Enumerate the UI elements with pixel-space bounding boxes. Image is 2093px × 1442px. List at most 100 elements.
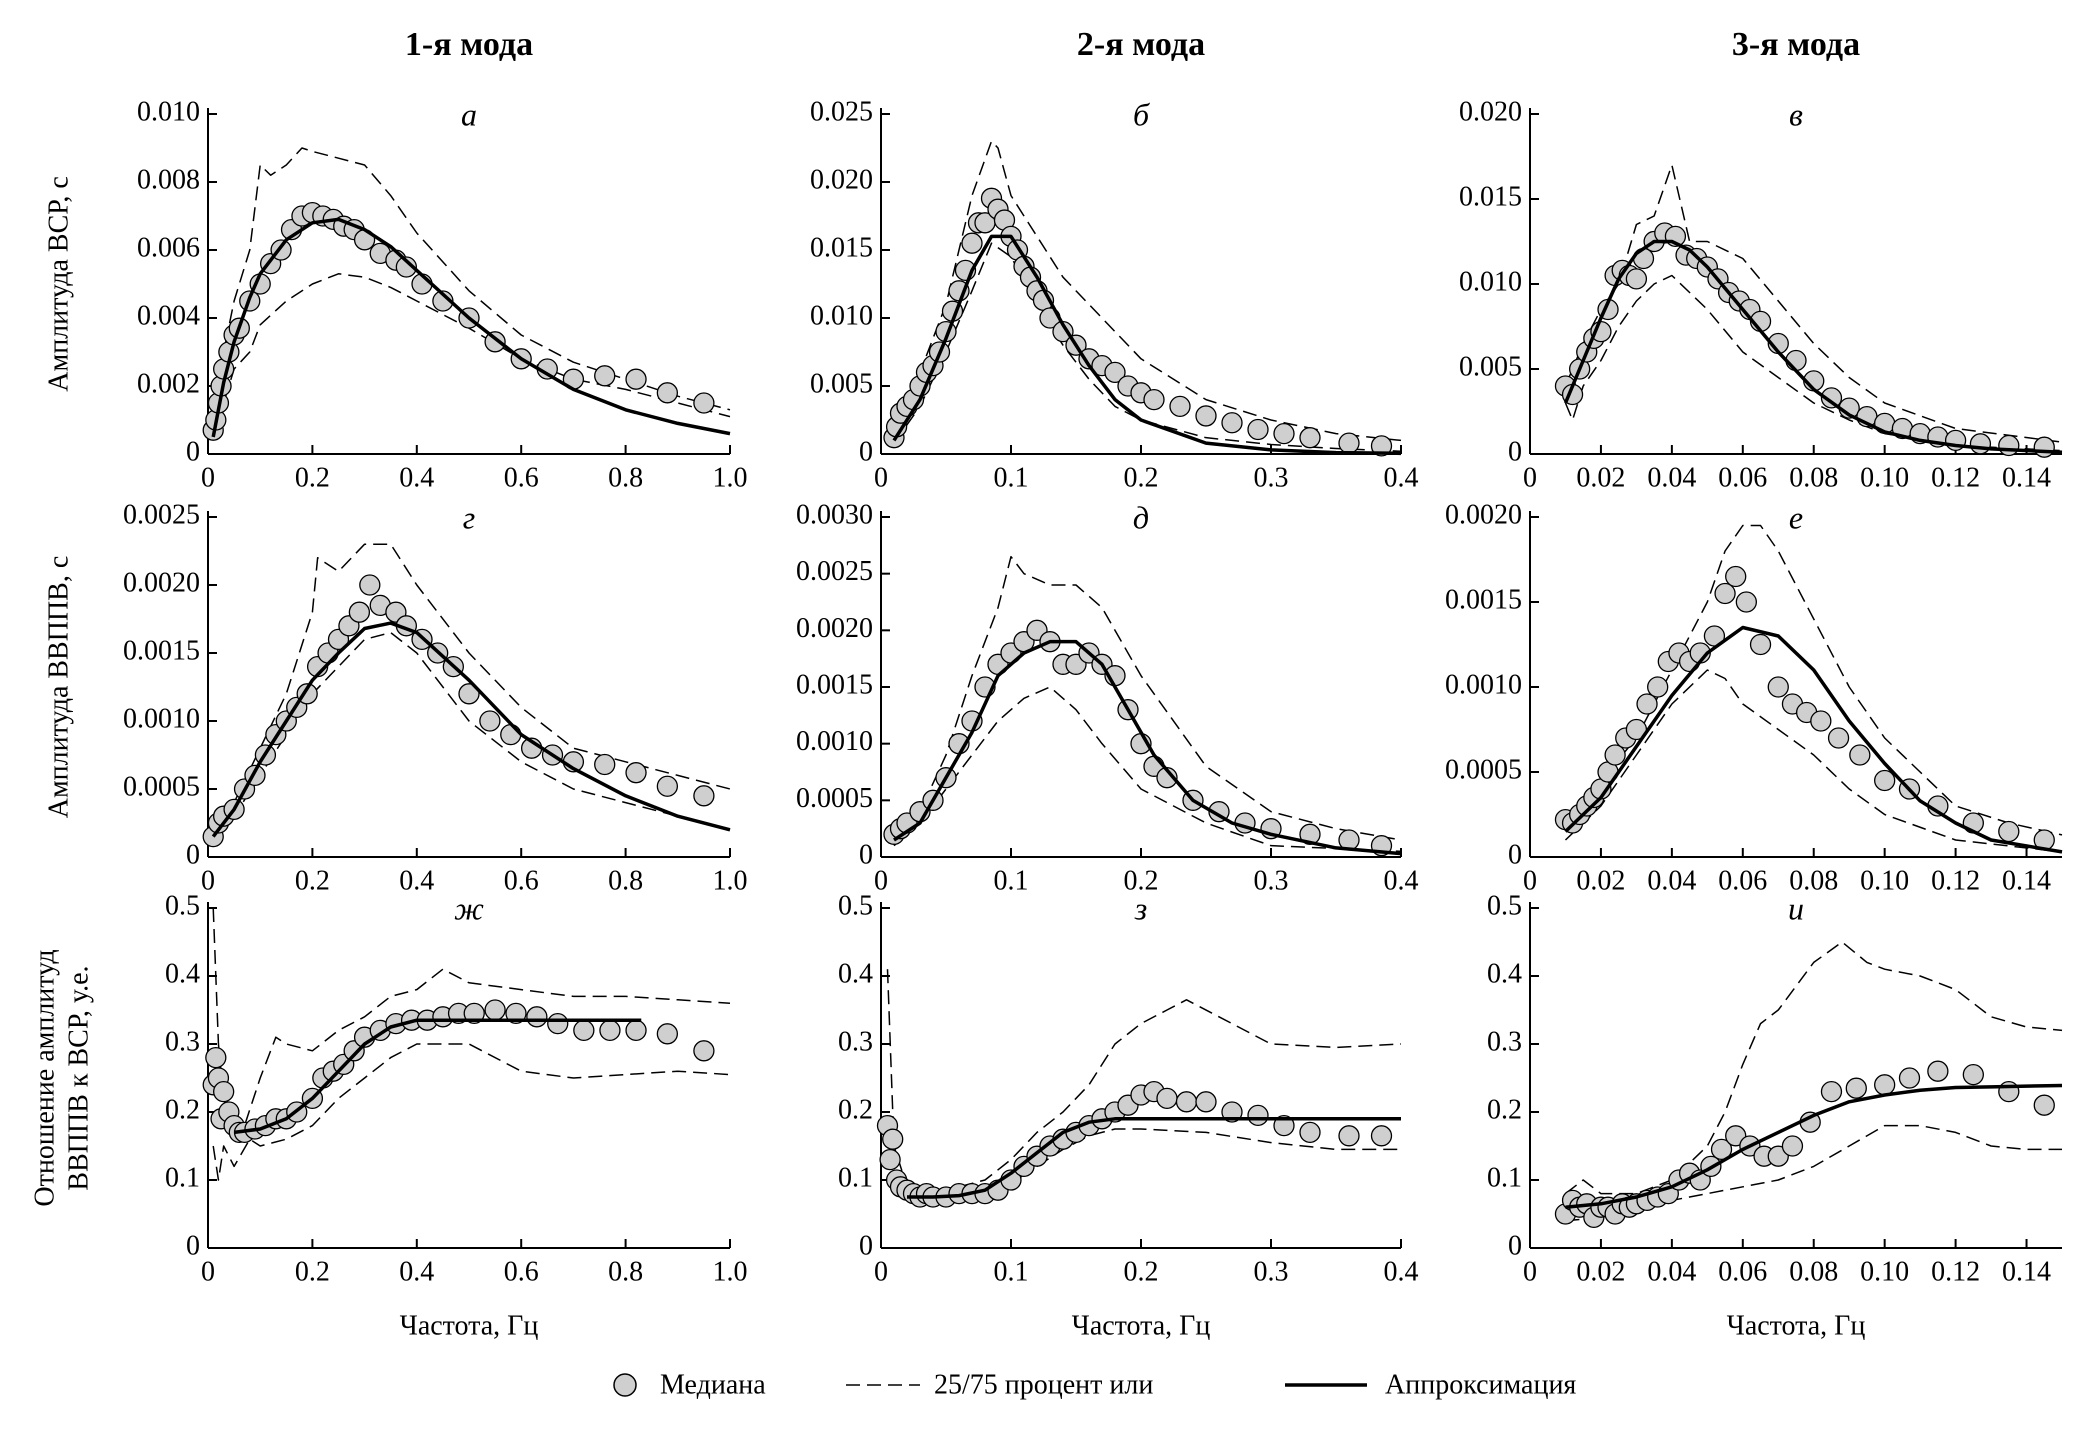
x-tick-label: 0.08	[1789, 462, 1838, 493]
y-tick-label: 0.3	[165, 1026, 200, 1057]
fit-line	[1565, 1083, 2063, 1209]
x-tick-label: 0.06	[1718, 1256, 1767, 1287]
x-tick-label: 0.08	[1789, 1256, 1838, 1287]
percentile-line	[1564, 274, 2063, 452]
x-tick-label: 0.02	[1576, 865, 1625, 896]
y-tick-label: 0.0020	[1445, 499, 1522, 530]
median-point	[1273, 422, 1295, 445]
median-point	[479, 710, 501, 732]
y-tick-label: 0.0015	[1445, 584, 1522, 615]
x-tick-label: 1.0	[713, 1256, 748, 1287]
y-tick-label: 0	[1508, 1230, 1522, 1261]
x-tick-label: 0	[1523, 1256, 1537, 1287]
panel-letter: е	[1789, 499, 1803, 535]
x-tick-label: 0.4	[1384, 1256, 1419, 1287]
median-point	[1299, 1121, 1321, 1144]
x-tick-label: 0	[874, 865, 888, 896]
median-point	[594, 365, 616, 387]
x-tick-label: 0.12	[1931, 462, 1980, 493]
y-tick-label: 0.1	[165, 1162, 200, 1193]
panel-letter: а	[461, 96, 477, 132]
median-point	[1998, 1080, 2020, 1103]
y-axis-label: Амплитуда ВВППВ, с	[43, 556, 74, 819]
x-tick-label: 0.2	[1124, 1256, 1159, 1287]
percentile-line	[886, 969, 1402, 1191]
median-point	[1874, 769, 1896, 792]
median-point	[882, 1128, 904, 1150]
x-tick-label: 0.3	[1254, 462, 1289, 493]
median-point	[599, 1019, 621, 1042]
percentile-line	[212, 1043, 731, 1181]
x-tick-label: 0.1	[994, 462, 1029, 493]
legend-label: 25/75 процент или	[934, 1369, 1153, 1400]
y-tick-label: 0.0015	[123, 635, 200, 666]
median-point	[484, 999, 506, 1021]
median-point	[2033, 1094, 2055, 1116]
panel-letter: б	[1133, 96, 1150, 132]
median-point	[1998, 820, 2020, 843]
median-point	[1175, 1091, 1198, 1113]
median-point	[1785, 349, 1807, 372]
median-point	[1820, 1080, 1843, 1103]
y-tick-label: 0.3	[838, 1026, 873, 1057]
y-tick-label: 0.015	[1459, 181, 1522, 212]
fit-line	[907, 1117, 1401, 1199]
median-point	[693, 785, 715, 807]
median-point	[1898, 1067, 1921, 1089]
y-tick-label: 0	[186, 1230, 200, 1261]
x-tick-label: 0.02	[1576, 1256, 1625, 1287]
median-point	[1735, 591, 1757, 613]
fit-line	[892, 234, 1402, 456]
y-tick-label: 0.004	[137, 300, 200, 331]
median-point	[625, 368, 647, 390]
median-point	[205, 1046, 227, 1069]
median-point	[1169, 395, 1191, 418]
median-point	[1604, 744, 1626, 766]
x-tick-label: 0.06	[1718, 865, 1767, 896]
y-tick-label: 0.0025	[123, 499, 200, 530]
y-tick-label: 0.0005	[796, 783, 873, 814]
percentile-line	[1564, 669, 2063, 853]
y-axis-label: ВВППВ к ВСР, у.е.	[63, 965, 94, 1190]
x-tick-label: 0.8	[608, 1256, 643, 1287]
column-title: 1-я мода	[405, 26, 533, 63]
percentile-line	[212, 631, 731, 831]
median-point	[458, 683, 480, 705]
y-tick-label: 0	[1508, 839, 1522, 870]
x-tick-label: 0.04	[1647, 865, 1696, 896]
median-point	[1849, 744, 1871, 766]
median-point	[1820, 387, 1843, 409]
y-tick-label: 0.010	[810, 300, 873, 331]
median-point	[594, 753, 616, 776]
x-tick-label: 1.0	[713, 462, 748, 493]
y-tick-label: 0.0005	[1445, 754, 1522, 785]
y-tick-label: 0.015	[810, 232, 873, 263]
median-point	[1710, 1138, 1733, 1161]
y-tick-label: 0.4	[165, 958, 200, 989]
panel-letter: д	[1133, 499, 1149, 535]
x-tick-label: 0.10	[1860, 1256, 1909, 1287]
median-point	[1767, 676, 1789, 698]
x-tick-label: 0.02	[1576, 462, 1625, 493]
median-point	[505, 1002, 527, 1025]
y-tick-label: 0.005	[1459, 351, 1522, 382]
y-tick-label: 0.1	[1487, 1162, 1522, 1193]
x-tick-label: 0.2	[295, 1256, 330, 1287]
median-point	[1725, 565, 1747, 588]
y-tick-label: 0.2	[165, 1094, 200, 1125]
median-point	[1749, 633, 1772, 656]
median-point	[1273, 1114, 1295, 1137]
y-tick-label: 0.005	[810, 368, 873, 399]
y-tick-label: 0.0020	[796, 613, 873, 644]
median-point	[1625, 268, 1648, 290]
median-point	[1195, 405, 1217, 427]
median-point	[1969, 433, 1992, 455]
median-point	[1962, 1063, 1984, 1086]
x-tick-label: 0.6	[504, 1256, 539, 1287]
median-point	[656, 1023, 679, 1045]
legend-label: Аппроксимация	[1385, 1369, 1576, 1400]
median-point	[1827, 727, 1850, 749]
y-tick-label: 0.2	[1487, 1094, 1522, 1125]
x-tick-label: 0.6	[504, 462, 539, 493]
median-point	[1370, 435, 1393, 457]
